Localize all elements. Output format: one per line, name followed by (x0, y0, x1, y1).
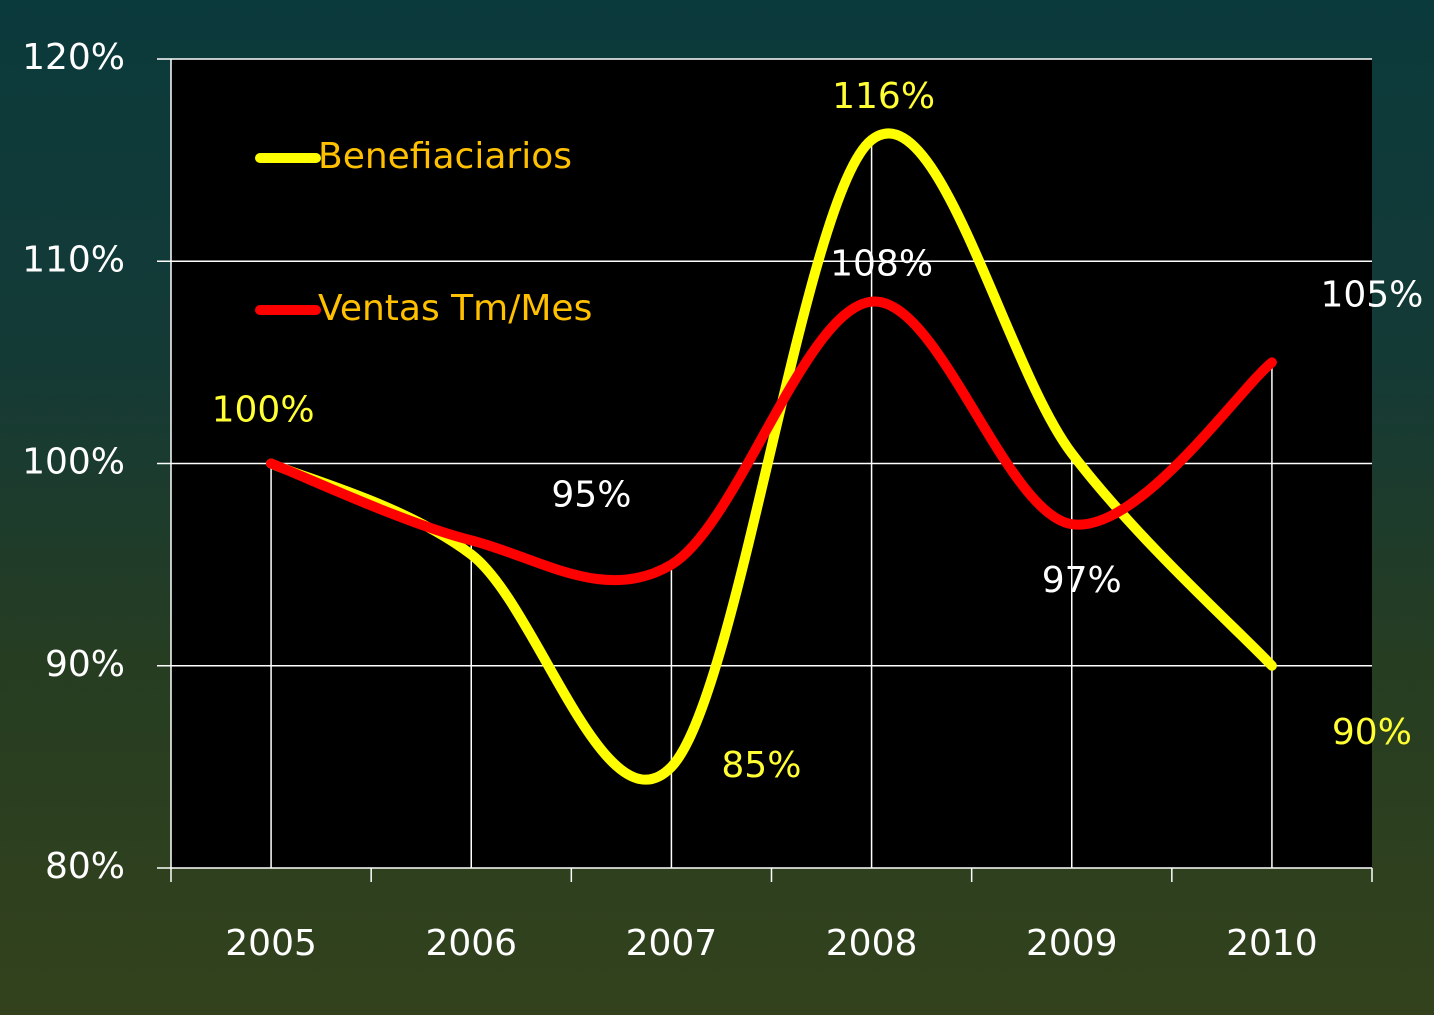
series-line (266, 128, 1277, 785)
y-tick-label: 100% (22, 442, 125, 483)
y-tick-label: 90% (45, 644, 125, 685)
x-tick-label: 2006 (425, 923, 517, 964)
y-tick-label: 80% (45, 846, 125, 887)
x-tick-label: 2008 (826, 923, 918, 964)
data-label: 105% (1320, 274, 1423, 315)
data-label: 85% (721, 745, 801, 786)
data-label: 97% (1042, 560, 1122, 601)
data-label: 108% (830, 244, 933, 285)
data-label: 95% (551, 475, 631, 516)
x-tick-label: 2007 (626, 923, 718, 964)
data-label: 116% (832, 76, 935, 117)
data-label: 100% (212, 390, 315, 431)
legend-label: Ventas Tm/Mes (318, 288, 592, 329)
x-tick-label: 2010 (1226, 923, 1318, 964)
series-line (266, 296, 1277, 586)
y-tick-label: 110% (22, 239, 125, 280)
x-tick-label: 2009 (1026, 923, 1118, 964)
y-tick-label: 120% (22, 37, 125, 78)
data-label: 90% (1332, 712, 1412, 753)
x-tick-label: 2005 (225, 923, 317, 964)
legend-label: Benefiaciarios (318, 136, 572, 177)
